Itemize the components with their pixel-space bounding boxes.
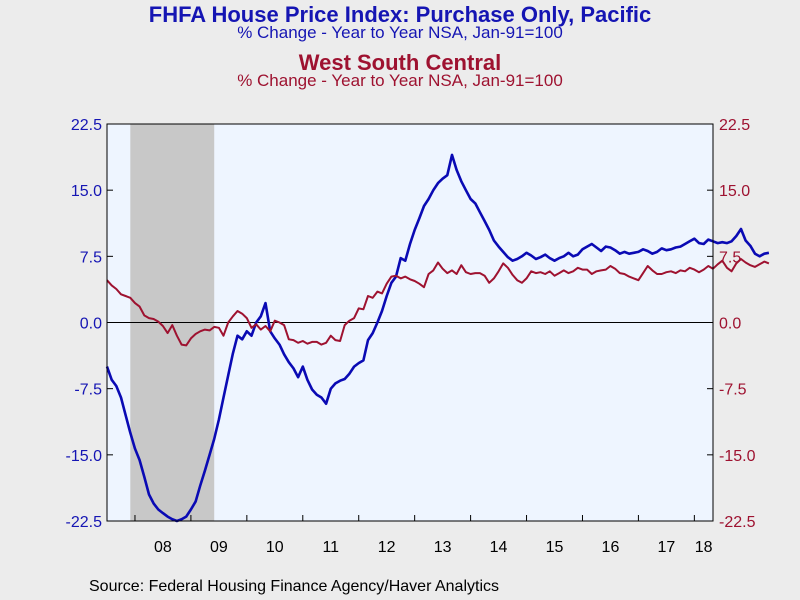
x-tick-label: 18 <box>695 539 713 556</box>
x-tick-label: 13 <box>434 539 452 556</box>
source-note: Source: Federal Housing Finance Agency/H… <box>89 578 499 595</box>
y-tick-label-right: -22.5 <box>719 514 756 531</box>
x-tick-label: 14 <box>490 539 508 556</box>
y-tick-label-left: -15.0 <box>66 448 103 465</box>
x-tick-label: 09 <box>210 539 228 556</box>
x-tick-label: 10 <box>266 539 284 556</box>
x-tick-label: 11 <box>322 539 339 556</box>
y-tick-label-left: 15.0 <box>71 183 102 200</box>
y-tick-label-left: -22.5 <box>66 514 103 531</box>
y-tick-label-right: 7.5 <box>719 249 741 266</box>
y-tick-label-right: 22.5 <box>719 117 750 134</box>
y-tick-label-right: 15.0 <box>719 183 750 200</box>
x-tick-label: 16 <box>602 539 620 556</box>
x-tick-label: 12 <box>378 539 396 556</box>
y-tick-label-left: 7.5 <box>80 249 102 266</box>
y-tick-label-left: -7.5 <box>74 382 102 399</box>
y-tick-label-right: 0.0 <box>719 316 741 333</box>
chart-title: FHFA House Price Index: Purchase Only, P… <box>148 2 652 27</box>
chart-subtitle-2: % Change - Year to Year NSA, Jan-91=100 <box>237 71 563 90</box>
y-tick-label-left: 22.5 <box>71 117 102 134</box>
chart-title-2: West South Central <box>298 50 502 75</box>
series-line-west-south-central <box>106 258 770 347</box>
x-tick-label: 17 <box>657 539 675 556</box>
x-tick-label: 08 <box>154 539 172 556</box>
y-tick-label-right: -15.0 <box>719 448 756 465</box>
y-tick-label-left: 0.0 <box>80 316 102 333</box>
series-line-pacific <box>105 153 770 523</box>
y-tick-label-right: -7.5 <box>719 382 747 399</box>
chart-subtitle: % Change - Year to Year NSA, Jan-91=100 <box>237 23 563 42</box>
x-tick-label: 15 <box>546 539 564 556</box>
